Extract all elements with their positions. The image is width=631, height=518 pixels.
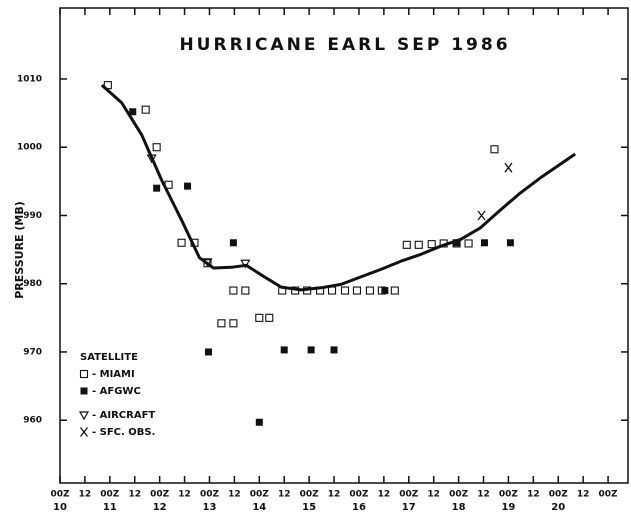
x-tick-label: 12 — [328, 490, 341, 500]
legend-marker — [78, 411, 90, 421]
miami-point — [255, 313, 264, 322]
y-tick-label: 990 — [23, 211, 42, 221]
x-tick-label: 00Z — [300, 490, 320, 500]
x-tick-label: 00Z — [399, 490, 419, 500]
miami-point — [265, 313, 274, 322]
miami-point — [490, 145, 499, 154]
x-day-label: 17 — [402, 502, 416, 513]
afgwc-point — [506, 239, 514, 247]
x-tick-label: 12 — [228, 490, 241, 500]
x-tick-label: 12 — [378, 490, 391, 500]
x-tick-label: 00Z — [449, 490, 469, 500]
y-tick-label: 960 — [23, 416, 42, 426]
miami-point — [427, 240, 436, 249]
afgwc-point — [204, 348, 212, 356]
x-day-label: 13 — [203, 502, 217, 513]
legend-label: - AIRCRAFT — [92, 410, 155, 421]
miami-point — [327, 286, 337, 295]
legend-marker — [79, 427, 89, 437]
legend-marker — [80, 387, 88, 395]
x-day-label: 10 — [53, 502, 67, 513]
x-tick-label: 00Z — [200, 490, 220, 500]
y-tick-label: 1000 — [17, 143, 42, 153]
miami-point — [352, 286, 362, 295]
x-day-label: 20 — [551, 502, 565, 513]
miami-point — [402, 240, 411, 249]
legend-marker — [79, 369, 89, 379]
miami-point — [229, 319, 238, 328]
y-tick-label: 970 — [23, 347, 42, 357]
miami-point — [229, 286, 238, 295]
x-day-label: 14 — [252, 502, 266, 513]
x-tick-label: 12 — [278, 490, 291, 500]
x-tick-label: 00Z — [150, 490, 170, 500]
x-day-label: 18 — [452, 502, 466, 513]
miami-point — [340, 286, 350, 295]
x-day-label: 16 — [352, 502, 366, 513]
x-tick-label: 12 — [128, 490, 141, 500]
afgwc-point — [184, 182, 192, 190]
afgwc-point — [307, 346, 315, 354]
x-tick-label: 00Z — [499, 490, 519, 500]
fit-line — [100, 83, 577, 292]
miami-point — [152, 143, 161, 152]
x-day-label: 12 — [153, 502, 167, 513]
x-tick-label: 00Z — [349, 490, 369, 500]
plot-frame — [59, 7, 629, 484]
miami-point — [217, 319, 226, 328]
y-tick-label: 1010 — [17, 74, 42, 84]
afgwc-point — [453, 239, 461, 247]
y-tick-label: 980 — [23, 279, 42, 289]
aircraft-point — [240, 259, 251, 269]
legend-label: - SFC. OBS. — [92, 427, 155, 438]
x-tick-label: 12 — [527, 490, 540, 500]
x-tick-label: 00Z — [549, 490, 569, 500]
legend-label: - AFGWC — [92, 386, 141, 397]
legend-label: - MIAMI — [92, 369, 135, 380]
miami-point — [365, 286, 374, 295]
sfc-obs-point — [504, 162, 513, 173]
miami-point — [464, 239, 473, 248]
afgwc-point — [129, 108, 137, 116]
afgwc-point — [280, 346, 288, 354]
afgwc-point — [481, 239, 489, 247]
miami-point — [141, 105, 150, 114]
miami-point — [241, 286, 250, 295]
x-tick-label: 12 — [178, 490, 191, 500]
x-tick-label: 12 — [577, 490, 590, 500]
x-tick-label: 12 — [427, 490, 440, 500]
x-tick-label: 00Z — [599, 490, 619, 500]
x-tick-label: 00Z — [250, 490, 270, 500]
afgwc-point — [381, 287, 389, 295]
x-day-label: 19 — [501, 502, 515, 513]
x-day-label: 15 — [302, 502, 316, 513]
afgwc-point — [153, 184, 161, 192]
miami-point — [390, 286, 399, 295]
legend-title: SATELLITE — [80, 352, 138, 363]
x-day-label: 11 — [103, 502, 117, 513]
x-tick-label: 00Z — [100, 490, 120, 500]
chart-title: HURRICANE EARL SEP 1986 — [179, 35, 510, 55]
y-axis-label: PRESSURE (MB) — [13, 201, 26, 299]
afgwc-point — [255, 418, 263, 426]
afgwc-point — [229, 239, 237, 247]
x-tick-label: 00Z — [50, 490, 70, 500]
miami-point — [414, 240, 423, 249]
afgwc-point — [330, 346, 338, 354]
x-tick-label: 12 — [477, 490, 490, 500]
miami-point — [177, 238, 186, 247]
sfc-obs-point — [477, 210, 486, 221]
x-tick-label: 12 — [79, 490, 92, 500]
